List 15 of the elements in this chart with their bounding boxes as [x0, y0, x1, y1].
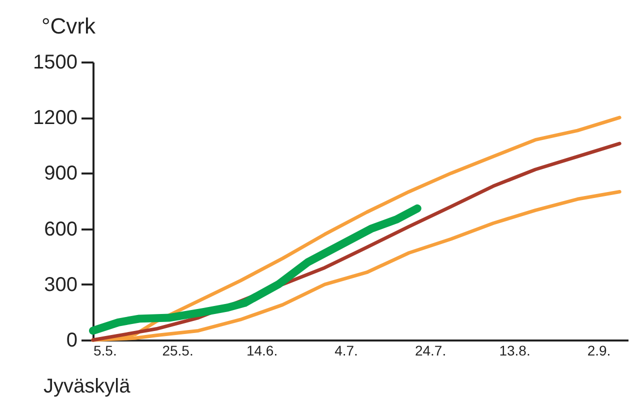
y-tick-label: 1200 — [33, 107, 78, 130]
x-axis-title: Jyväskylä — [44, 376, 132, 398]
y-tick-label: 300 — [44, 274, 78, 296]
x-tick-label: 5.5. — [94, 342, 117, 358]
y-tick-label: 1500 — [33, 52, 78, 74]
y-tick-label: 600 — [44, 218, 78, 240]
y-axis-title: °Cvrk — [42, 14, 97, 38]
y-tick-label: 900 — [44, 162, 78, 185]
x-tick-label: 25.5. — [162, 342, 194, 358]
x-tick-label: 4.7. — [334, 342, 358, 358]
x-tick-label: 14.6. — [246, 342, 278, 358]
y-tick-label: 0 — [66, 330, 78, 352]
x-tick-label: 2.9. — [587, 342, 611, 358]
x-tick-label: 24.7. — [414, 342, 446, 358]
x-tick-label: 13.8. — [499, 342, 530, 358]
